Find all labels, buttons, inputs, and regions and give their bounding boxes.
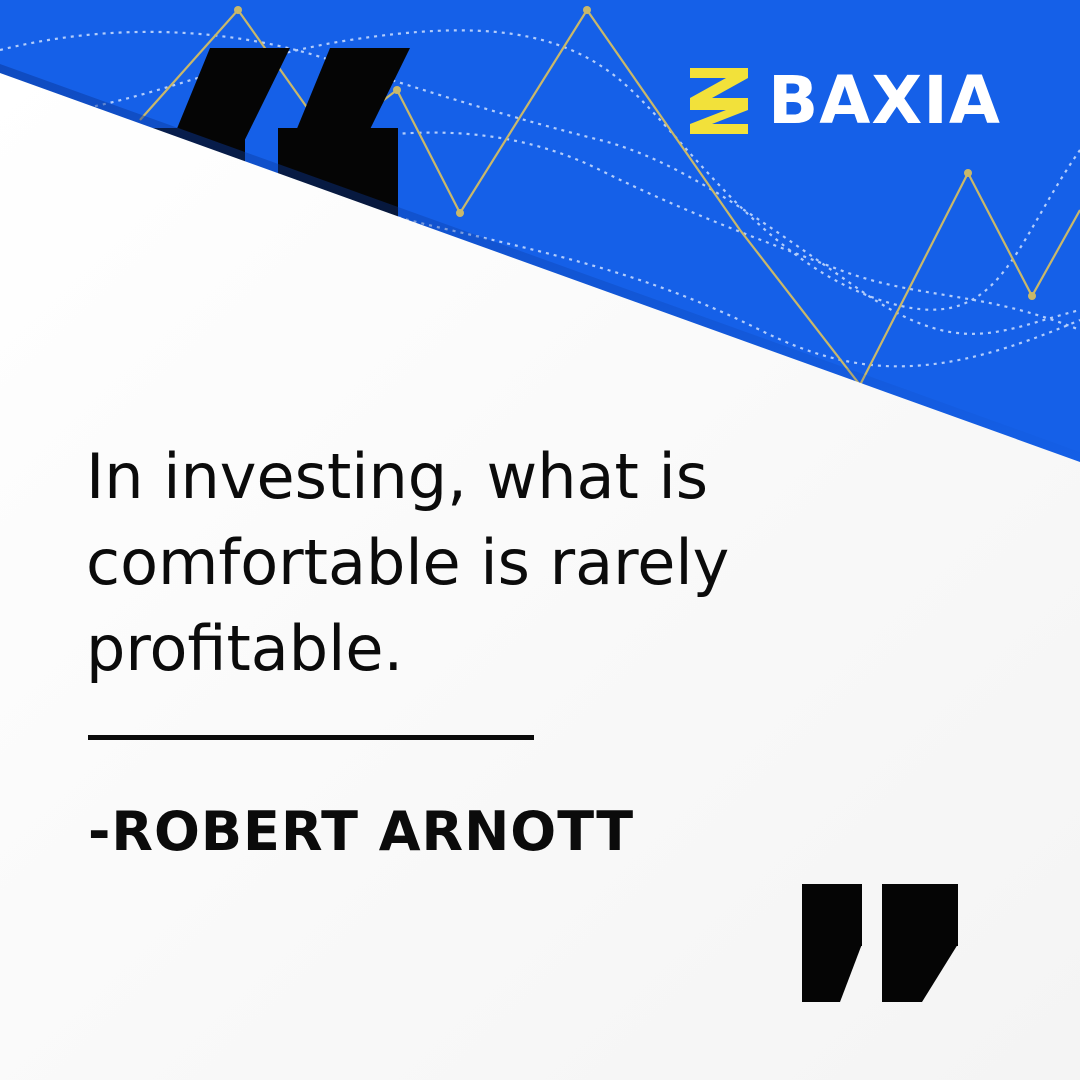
baxia-logo-icon	[690, 68, 748, 134]
close-quote-icon	[802, 884, 958, 1002]
quote-line: profitable.	[86, 612, 404, 685]
quote-line: In investing, what is	[86, 440, 709, 513]
quote-author: -ROBERT ARNOTT	[88, 800, 635, 863]
white-panel	[0, 73, 1080, 1080]
brand-logo: BAXIA	[690, 66, 1001, 136]
zigzag-points	[234, 6, 1036, 300]
brand-name: BAXIA	[768, 62, 1001, 139]
divider	[88, 735, 534, 740]
quote-line: comfortable is rarely	[86, 526, 730, 599]
quote-text: In investing, what is comfortable is rar…	[86, 434, 846, 692]
